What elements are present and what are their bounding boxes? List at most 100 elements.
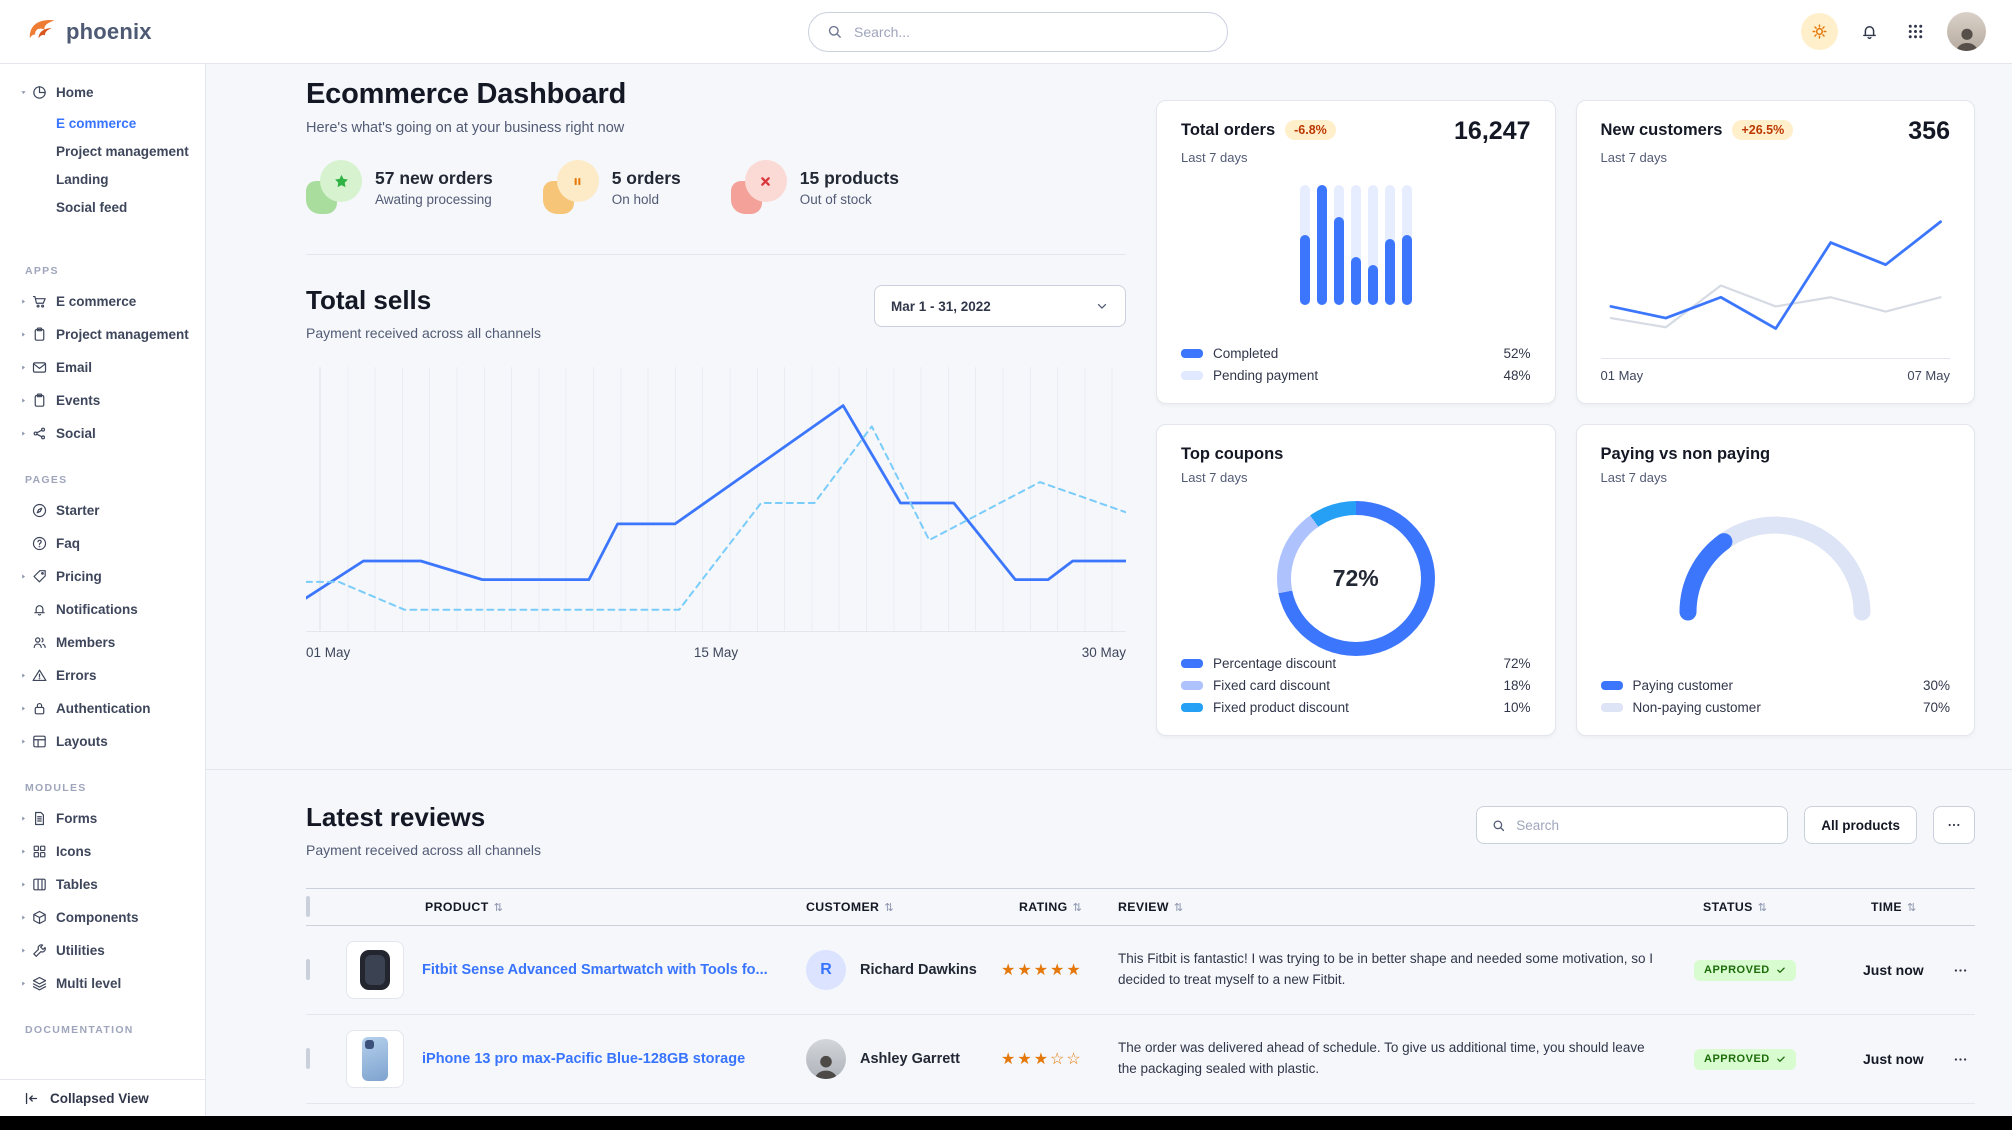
- reviews-search-input[interactable]: Search: [1476, 806, 1789, 844]
- column-header-rating[interactable]: RATING ⇅: [1001, 900, 1118, 914]
- product-cell: iPhone 13 pro max-Pacific Blue-128GB sto…: [346, 1030, 806, 1088]
- row-menu-button[interactable]: [1950, 960, 1971, 981]
- caret-box: [19, 913, 31, 922]
- chevron-down-icon: [1095, 299, 1109, 313]
- column-header-customer[interactable]: CUSTOMER ⇅: [806, 900, 1001, 914]
- sidebar-item-icons[interactable]: Icons: [0, 835, 205, 868]
- row-menu-button[interactable]: [1950, 1049, 1971, 1070]
- card-title: Top coupons: [1181, 445, 1284, 463]
- column-header-label: REVIEW: [1118, 900, 1169, 914]
- sidebar-item-e-commerce[interactable]: E commerce: [0, 285, 205, 318]
- reviews-search-placeholder: Search: [1516, 817, 1560, 833]
- sidebar-item-events[interactable]: Events: [0, 384, 205, 417]
- collapsed-view-button[interactable]: Collapsed View: [0, 1079, 205, 1116]
- product-link[interactable]: iPhone 13 pro max-Pacific Blue-128GB sto…: [422, 1050, 746, 1067]
- sidebar-item-social[interactable]: Social: [0, 417, 205, 450]
- legend-label: Pending payment: [1213, 367, 1319, 383]
- column-header-time[interactable]: TIME ⇅: [1863, 900, 1950, 914]
- order-bar: [1350, 185, 1361, 306]
- grid9-icon: [1905, 21, 1926, 42]
- sidebar-item-email[interactable]: Email: [0, 351, 205, 384]
- sidebar-item-label: Forms: [56, 811, 98, 826]
- sidebar-item-faq[interactable]: Faq: [0, 527, 205, 560]
- sidebar-item-components[interactable]: Components: [0, 901, 205, 934]
- column-header-product[interactable]: PRODUCT ⇅: [346, 900, 806, 914]
- sidebar-item-pricing[interactable]: Pricing: [0, 560, 205, 593]
- reviews-table-body: Fitbit Sense Advanced Smartwatch with To…: [306, 926, 1975, 1116]
- star-icon: [332, 172, 351, 191]
- sidebar-subitem-landing[interactable]: Landing: [56, 171, 109, 187]
- row-checkbox[interactable]: [306, 959, 310, 980]
- product-link[interactable]: Fitbit Sense Advanced Smartwatch with To…: [422, 961, 768, 978]
- select-all-cell: [306, 896, 346, 917]
- legend-swatch: [1600, 703, 1623, 712]
- sidebar-item-starter[interactable]: Starter: [0, 494, 205, 527]
- sidebar-subitem-e-commerce[interactable]: E commerce: [56, 115, 137, 131]
- all-products-filter-button[interactable]: All products: [1804, 806, 1917, 844]
- caret-right-icon: [19, 396, 28, 405]
- total-sells-x-axis: 01 May 15 May 30 May: [306, 645, 1126, 660]
- column-header-review[interactable]: REVIEW ⇅: [1118, 900, 1694, 914]
- stat-value: 57 new orders: [375, 167, 493, 188]
- sidebar-item-authentication[interactable]: Authentication: [0, 692, 205, 725]
- legend-value: 10%: [1503, 700, 1531, 715]
- file-icon: [31, 810, 48, 827]
- gauge-svg: [1679, 516, 1871, 621]
- customer-avatar-photo: [806, 1039, 846, 1079]
- caret-right-icon: [19, 330, 28, 339]
- caret-box: [19, 572, 31, 581]
- date-range-value: Mar 1 - 31, 2022: [891, 298, 991, 314]
- theme-toggle-button[interactable]: [1801, 13, 1838, 50]
- row-checkbox[interactable]: [306, 1048, 310, 1069]
- caret-right-icon: [19, 704, 28, 713]
- sidebar-item-notifications[interactable]: Notifications: [0, 593, 205, 626]
- sidebar-item-tables[interactable]: Tables: [0, 868, 205, 901]
- stat-ring: [556, 160, 599, 202]
- navbar-actions: [1801, 12, 1986, 51]
- caret-right-icon: [19, 880, 28, 889]
- brand-name: phoenix: [66, 18, 152, 44]
- caret-right-icon: [19, 979, 28, 988]
- apps-grid-button[interactable]: [1901, 17, 1930, 46]
- card-value: 16,247: [1454, 117, 1531, 145]
- sidebar-item-members[interactable]: Members: [0, 626, 205, 659]
- sidebar-subitem-project-management[interactable]: Project management: [56, 143, 189, 159]
- sidebar-item-label: Errors: [56, 668, 97, 683]
- brand-logo[interactable]: phoenix: [26, 16, 152, 47]
- sidebar-group-home: Home E commerce Project management Landing S…: [0, 76, 205, 221]
- date-range-select[interactable]: Mar 1 - 31, 2022: [874, 285, 1126, 327]
- user-avatar[interactable]: [1947, 12, 1986, 51]
- notifications-button[interactable]: [1855, 17, 1884, 46]
- column-header-status[interactable]: STATUS ⇅: [1694, 900, 1863, 914]
- sidebar-item-utilities[interactable]: Utilities: [0, 934, 205, 967]
- select-all-checkbox[interactable]: [306, 896, 310, 917]
- sidebar-item-layouts[interactable]: Layouts: [0, 725, 205, 758]
- sidebar-subitem-social-feed[interactable]: Social feed: [56, 199, 128, 215]
- sidebar-item-forms[interactable]: Forms: [0, 802, 205, 835]
- sort-icon: ⇅: [1072, 901, 1083, 914]
- card-period: Last 7 days: [1181, 470, 1248, 485]
- table-row: iPhone 13 pro max-Pacific Blue-128GB sto…: [306, 1015, 1975, 1104]
- status-badge: APPROVED: [1694, 959, 1796, 981]
- legend-value: 48%: [1503, 367, 1531, 383]
- table-row: It's a Mac, after all. Once you've gone …: [306, 1104, 1975, 1116]
- card-period: Last 7 days: [1181, 150, 1248, 165]
- caret-box: [19, 88, 31, 97]
- sidebar-item-home[interactable]: Home: [0, 76, 205, 109]
- total-orders-bar-chart: [1299, 185, 1412, 306]
- compass-icon: [31, 502, 48, 519]
- sidebar-item-errors[interactable]: Errors: [0, 659, 205, 692]
- caret-box: [19, 847, 31, 856]
- legend-value: 72%: [1503, 656, 1531, 671]
- sidebar-nav: Home E commerce Project management Landing S…: [0, 64, 205, 1079]
- sort-icon: ⇅: [884, 901, 894, 914]
- reviews-more-button[interactable]: [1933, 806, 1975, 844]
- global-search-input[interactable]: Search...: [808, 11, 1228, 52]
- sidebar-item-project-management[interactable]: Project management: [0, 318, 205, 351]
- total-sells-chart: [306, 367, 1126, 632]
- caret-right-icon: [19, 363, 28, 372]
- product-thumbnail: [346, 941, 404, 999]
- rating-stars: ★★★★★: [1001, 962, 1083, 979]
- change-badge: +26.5%: [1732, 120, 1794, 140]
- sidebar-item-multi-level[interactable]: Multi level: [0, 967, 205, 1000]
